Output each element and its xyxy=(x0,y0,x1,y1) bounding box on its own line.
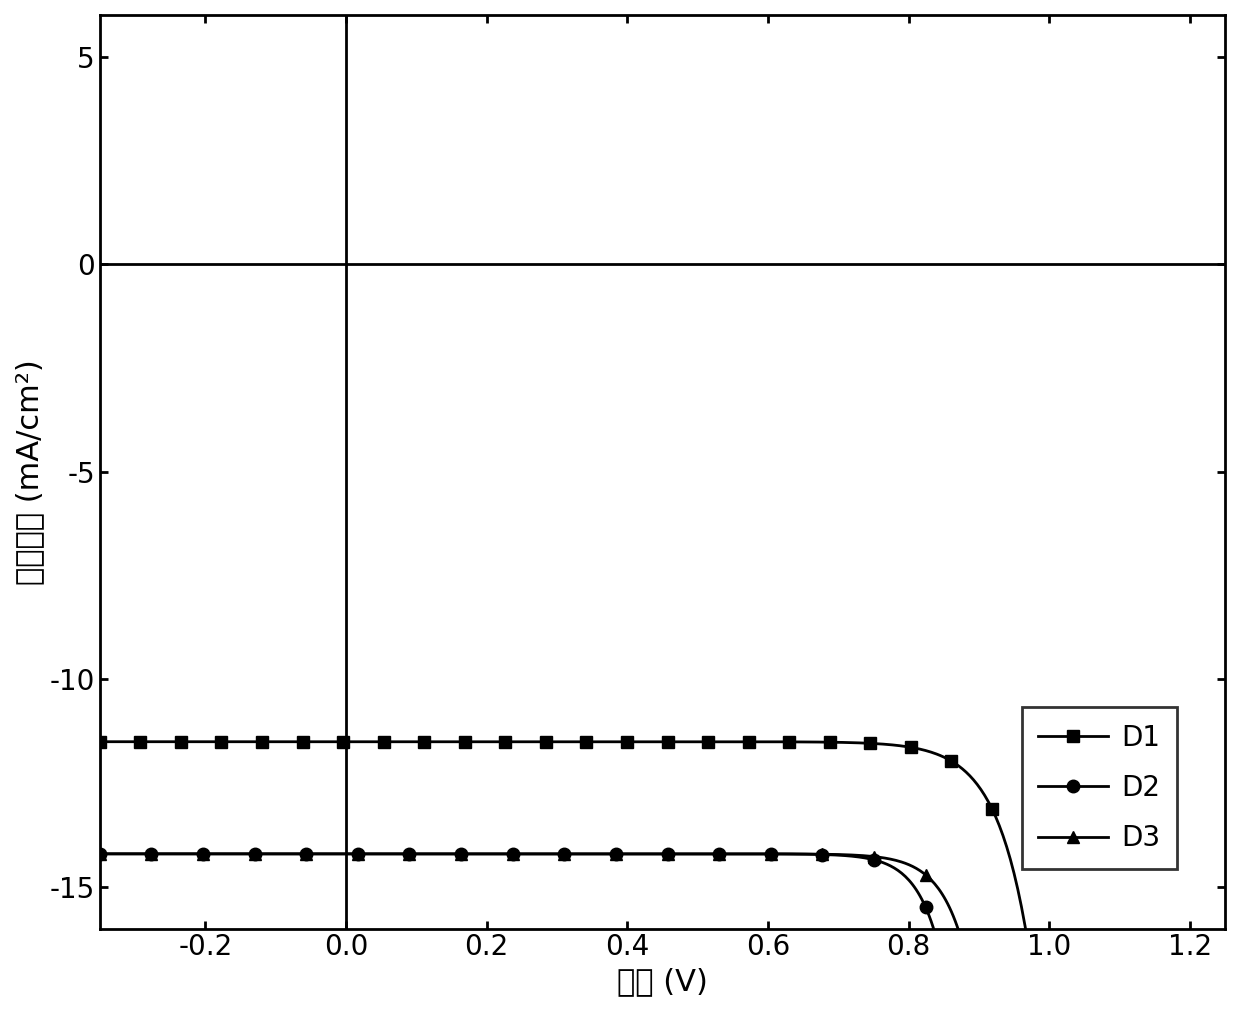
Y-axis label: 电流密度 (mA/cm²): 电流密度 (mA/cm²) xyxy=(15,359,43,584)
D3 xyxy=(376,848,391,860)
D1 xyxy=(487,736,502,748)
D2 xyxy=(148,848,162,860)
D2 xyxy=(451,848,466,860)
Line: D3: D3 xyxy=(93,847,993,1011)
D3 xyxy=(92,848,107,860)
D3 xyxy=(584,848,599,860)
X-axis label: 电压 (V): 电压 (V) xyxy=(618,967,708,996)
D2 xyxy=(181,848,196,860)
D1 xyxy=(872,738,887,750)
D1 xyxy=(92,736,107,748)
D1 xyxy=(875,738,890,750)
D3 xyxy=(701,848,715,860)
Line: D1: D1 xyxy=(93,735,1052,1011)
D1 xyxy=(387,736,402,748)
D3 xyxy=(655,848,670,860)
Legend: D1, D2, D3: D1, D2, D3 xyxy=(1022,708,1177,869)
D3 xyxy=(487,848,502,860)
D1 xyxy=(300,736,315,748)
D2 xyxy=(647,848,662,860)
D2 xyxy=(269,848,284,860)
D2 xyxy=(286,848,301,860)
D3 xyxy=(925,876,940,888)
D1 xyxy=(769,736,784,748)
D2 xyxy=(92,848,107,860)
Line: D2: D2 xyxy=(93,847,967,1011)
